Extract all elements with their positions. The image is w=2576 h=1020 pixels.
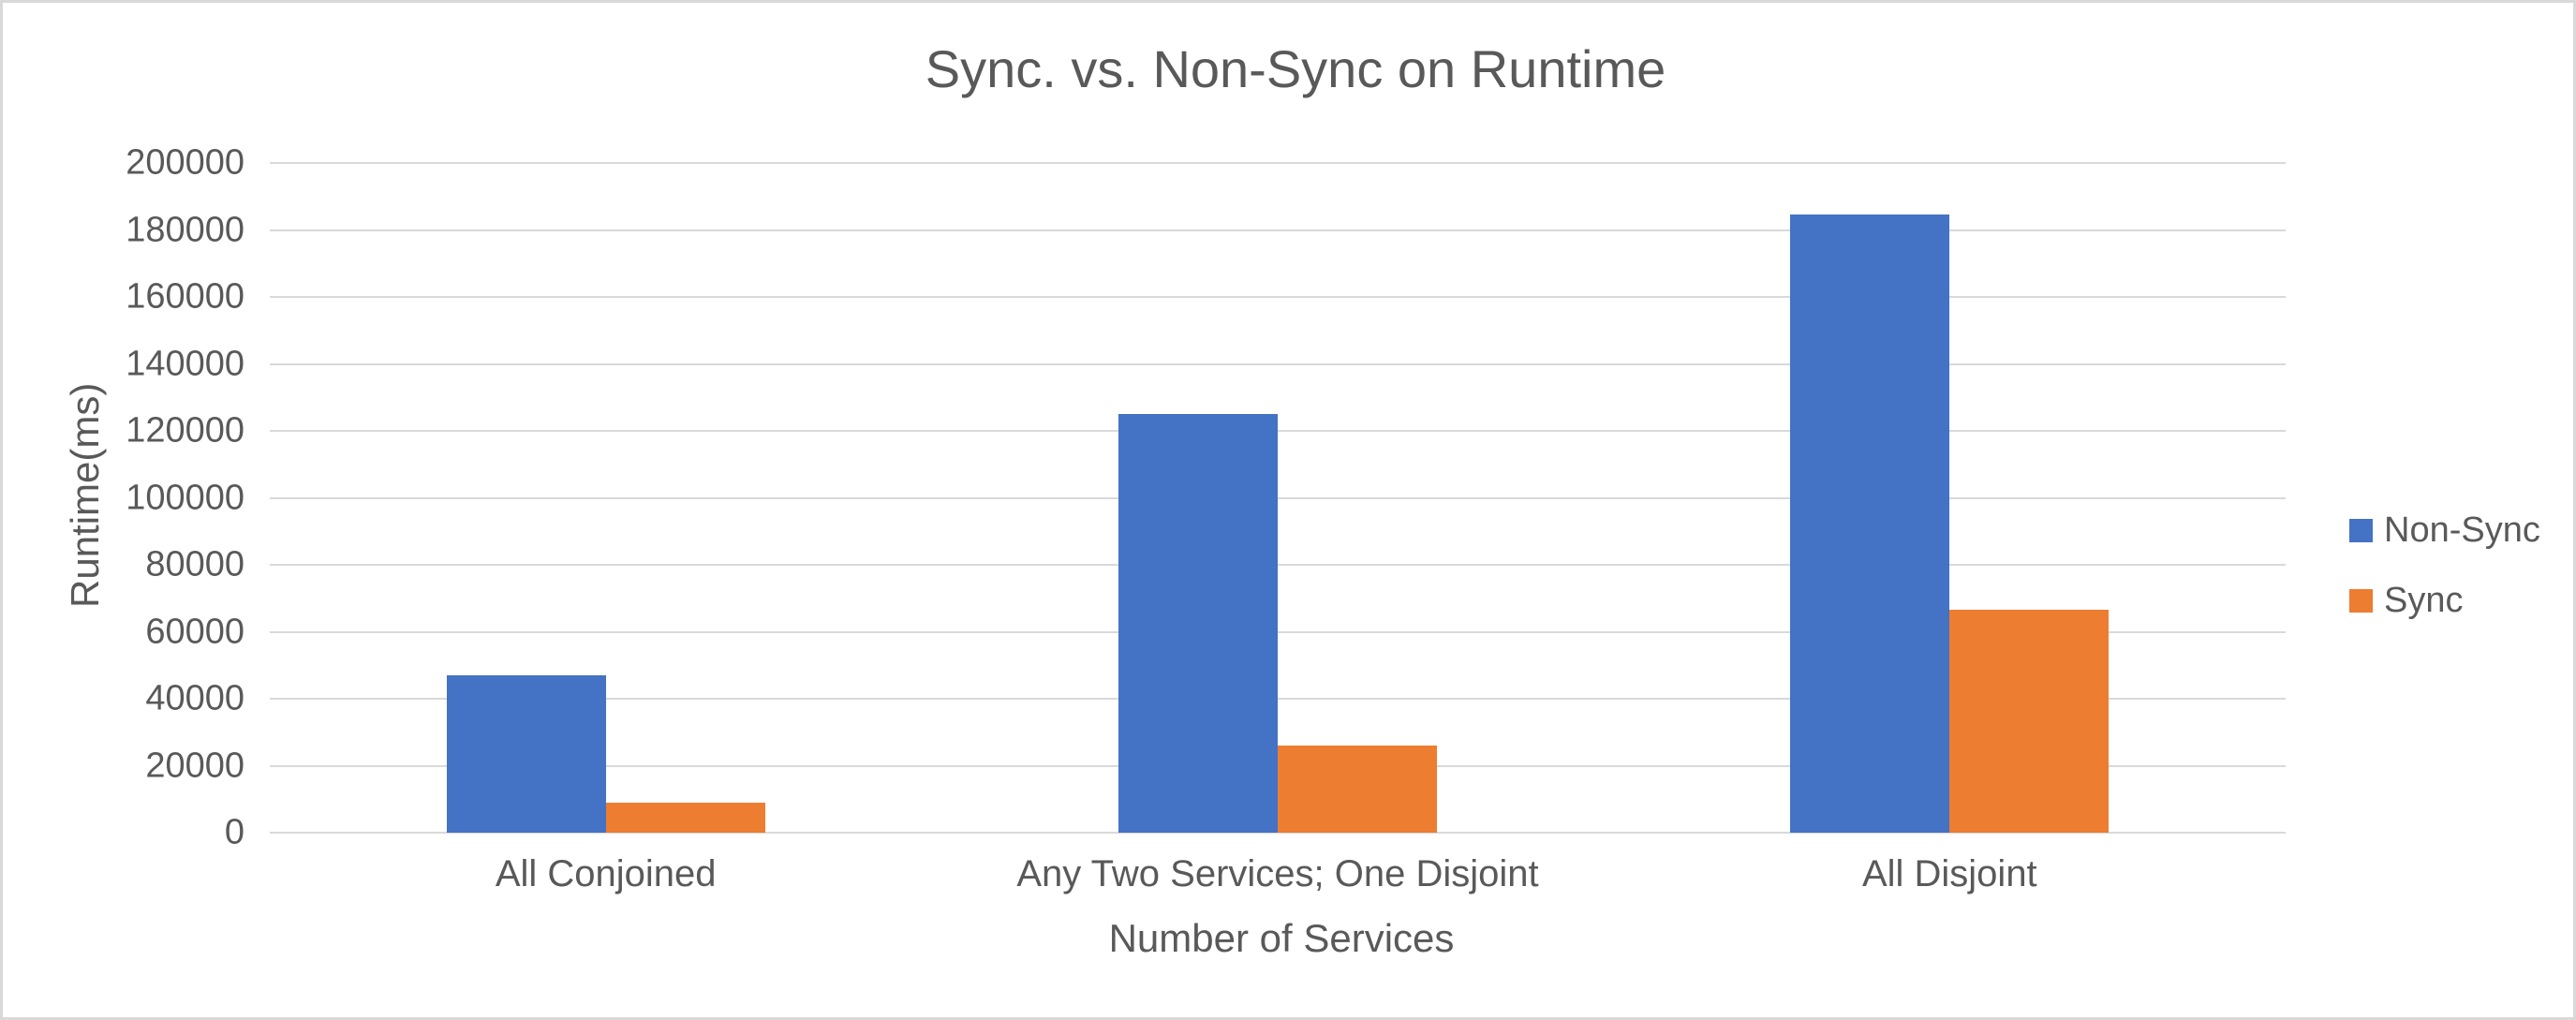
gridline [270, 630, 2286, 633]
y-tick-label: 180000 [126, 210, 244, 249]
y-tick-label: 60000 [145, 612, 244, 651]
y-tick-label: 160000 [126, 276, 244, 317]
y-tick-label: 0 [224, 812, 244, 852]
legend-item: Sync [2349, 578, 2463, 623]
gridline [270, 698, 2286, 700]
y-tick-label: 120000 [126, 410, 244, 451]
legend-label: Non-Sync [2384, 510, 2540, 550]
gridline [270, 496, 2286, 499]
bar-sync [1278, 746, 1437, 833]
x-category-label: Any Two Services; One Disjoint [1016, 853, 1539, 894]
bar-non-sync [1790, 214, 1950, 833]
y-tick-label: 20000 [145, 746, 244, 785]
bar-non-sync [1118, 414, 1278, 833]
x-category-label: All Disjoint [1861, 853, 2037, 894]
chart-title: Sync. vs. Non-Sync on Runtime [925, 39, 1666, 98]
y-tick-label: 100000 [126, 478, 244, 517]
y-tick-label: 140000 [126, 344, 244, 383]
bar-non-sync [446, 674, 606, 833]
gridline [270, 162, 2286, 164]
gridline [270, 564, 2286, 566]
bar-sync [605, 802, 765, 833]
gridline [270, 832, 2286, 834]
legend-label: Sync [2384, 580, 2464, 620]
bar-sync [1949, 610, 2110, 833]
legend-swatch-icon [2349, 518, 2373, 542]
plot-area [270, 162, 2286, 834]
y-tick-label: 40000 [145, 678, 244, 718]
gridline [270, 229, 2286, 231]
legend-item: Non-Sync [2349, 508, 2540, 553]
legend: Non-Sync Sync [2349, 3, 2573, 1017]
gridline [270, 362, 2286, 365]
gridline [270, 430, 2286, 432]
y-tick-label: 80000 [145, 544, 244, 584]
y-tick-label: 200000 [126, 142, 244, 183]
legend-swatch-icon [2349, 588, 2373, 613]
gridline [270, 296, 2286, 298]
x-category-label: All Conjoined [495, 853, 717, 894]
x-axis-title: Number of Services [1108, 916, 1455, 960]
